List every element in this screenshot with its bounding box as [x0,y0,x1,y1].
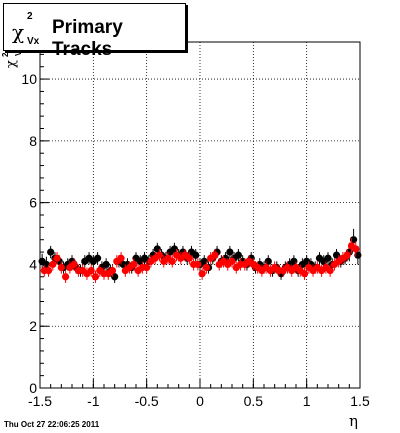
data-point [234,251,242,259]
data-point [324,254,332,262]
data-point [185,254,193,262]
x-tick-label: 1.5 [350,393,370,409]
data-point [62,273,70,281]
data-point [47,248,55,256]
data-point [168,257,176,265]
x-tick-label: -1.5 [28,393,52,409]
data-point [198,270,206,278]
data-point [108,267,117,275]
data-point [87,267,95,275]
x-axis: -1.5 -1 -0.5 0 0.5 1 1.5 [28,379,370,409]
x-tick-label: -1 [87,393,100,409]
data-point [326,267,334,275]
data-point [343,251,351,259]
data-point [44,267,53,275]
data-point [130,260,138,269]
data-point [211,251,219,259]
y-tick-label: 2 [29,318,37,334]
data-point [117,254,125,262]
data-point [192,251,200,259]
title-superscript: 2 [27,11,33,22]
data-point [102,260,110,269]
data-point [226,248,234,256]
y-tick-label: 4 [29,256,37,272]
data-point [194,260,202,269]
data-point [57,263,65,272]
data-point [91,273,100,281]
title-subscript: Vx [27,36,40,47]
data-point [49,260,57,269]
grid-lines [40,42,360,388]
data-point [352,245,360,253]
y-tick-label: 8 [29,133,37,149]
x-tick-label: -0.5 [135,393,159,409]
y-axis-label-chi: χ [4,60,19,68]
data-point [202,263,210,272]
y-tick-label: 6 [29,195,37,211]
data-point [143,263,151,272]
data-point [228,257,236,265]
y-tick-label: 10 [21,71,37,87]
y-axis-label-sup: 2 [1,52,10,57]
x-tick-label: 1 [303,393,311,409]
chart-title: Primary Tracks [52,17,123,60]
data-point [300,270,309,278]
title-box: χ 2 Vx Primary Tracks [3,3,186,60]
data-point [53,254,61,262]
data-point [70,260,78,269]
x-tick-label: 0.5 [244,393,264,409]
series-red [40,238,360,283]
x-tick-label: 0 [196,393,204,409]
x-axis-label: η [349,412,358,430]
title-chi-symbol: χ [12,20,25,44]
y-tick-label: 0 [29,380,37,396]
y-axis: 0 2 4 6 8 10 [21,41,49,396]
timestamp: Thu Oct 27 22:06:25 2011 [4,420,100,429]
data-point [94,254,102,262]
data-point [155,251,164,259]
